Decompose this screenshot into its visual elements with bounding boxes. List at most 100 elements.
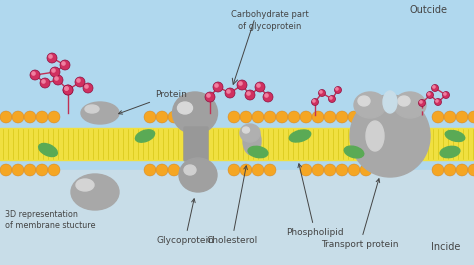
Circle shape (12, 164, 24, 176)
Circle shape (62, 62, 65, 65)
Circle shape (48, 164, 60, 176)
Text: Outcide: Outcide (410, 5, 448, 15)
Bar (0, 170, 474, 265)
Ellipse shape (76, 179, 94, 191)
Circle shape (12, 111, 24, 123)
Circle shape (227, 90, 230, 93)
Circle shape (288, 111, 300, 123)
Text: Glycoprotein: Glycoprotein (156, 199, 214, 245)
Circle shape (252, 164, 264, 176)
Circle shape (435, 99, 441, 105)
Circle shape (215, 84, 218, 87)
Circle shape (225, 88, 235, 98)
Circle shape (432, 164, 444, 176)
Circle shape (24, 164, 36, 176)
Circle shape (207, 94, 210, 97)
Circle shape (330, 97, 332, 99)
Circle shape (156, 164, 168, 176)
Circle shape (444, 93, 446, 95)
Text: Transport protein: Transport protein (321, 179, 399, 249)
Ellipse shape (39, 143, 57, 157)
Circle shape (420, 101, 422, 103)
Circle shape (419, 99, 426, 107)
Circle shape (328, 95, 336, 103)
Circle shape (468, 164, 474, 176)
Ellipse shape (354, 92, 386, 118)
Text: Carbohydrate part
of glycoprotein: Carbohydrate part of glycoprotein (231, 10, 309, 31)
Circle shape (240, 111, 252, 123)
Ellipse shape (177, 102, 192, 114)
Circle shape (311, 99, 319, 105)
Circle shape (427, 91, 434, 99)
Circle shape (443, 91, 449, 99)
Circle shape (228, 111, 240, 123)
Circle shape (255, 82, 265, 92)
Circle shape (77, 79, 80, 82)
Circle shape (468, 111, 474, 123)
Circle shape (60, 60, 70, 70)
Circle shape (83, 83, 93, 93)
Ellipse shape (350, 95, 430, 177)
Circle shape (348, 164, 360, 176)
Circle shape (36, 111, 48, 123)
Circle shape (360, 164, 372, 176)
Text: Protein: Protein (118, 90, 187, 114)
Circle shape (324, 164, 336, 176)
Ellipse shape (248, 146, 268, 158)
Circle shape (433, 86, 435, 88)
Circle shape (205, 92, 215, 102)
Circle shape (265, 94, 268, 97)
Ellipse shape (179, 158, 217, 192)
Circle shape (75, 77, 85, 87)
Circle shape (144, 164, 156, 176)
Circle shape (239, 82, 242, 85)
Ellipse shape (289, 130, 311, 142)
Circle shape (319, 90, 326, 96)
Circle shape (52, 69, 55, 72)
Circle shape (48, 111, 60, 123)
Ellipse shape (394, 92, 426, 118)
Circle shape (47, 53, 57, 63)
Circle shape (245, 90, 255, 100)
Circle shape (324, 111, 336, 123)
Ellipse shape (173, 92, 218, 134)
Ellipse shape (243, 127, 261, 155)
Ellipse shape (136, 130, 155, 142)
Circle shape (348, 111, 360, 123)
Circle shape (263, 92, 273, 102)
Ellipse shape (445, 131, 465, 142)
Circle shape (50, 67, 60, 77)
Circle shape (432, 111, 444, 123)
Circle shape (320, 91, 322, 93)
Circle shape (456, 164, 468, 176)
Circle shape (40, 78, 50, 88)
Circle shape (42, 80, 45, 83)
Ellipse shape (240, 124, 260, 142)
Circle shape (65, 87, 68, 90)
Circle shape (264, 111, 276, 123)
FancyBboxPatch shape (184, 127, 208, 161)
Ellipse shape (344, 146, 364, 158)
Circle shape (213, 82, 223, 92)
Ellipse shape (383, 91, 397, 113)
Circle shape (237, 80, 247, 90)
Circle shape (63, 85, 73, 95)
Ellipse shape (85, 105, 99, 113)
Circle shape (276, 111, 288, 123)
Circle shape (257, 84, 260, 87)
Circle shape (436, 100, 438, 102)
Text: 3D representation
of membrane stucture: 3D representation of membrane stucture (5, 210, 95, 230)
Circle shape (247, 92, 250, 95)
Circle shape (0, 164, 12, 176)
Bar (0, 0, 474, 170)
Bar (0, 128, 474, 160)
Circle shape (168, 164, 180, 176)
Circle shape (444, 164, 456, 176)
Circle shape (144, 111, 156, 123)
Circle shape (312, 164, 324, 176)
Circle shape (300, 164, 312, 176)
Ellipse shape (358, 96, 370, 106)
Ellipse shape (366, 121, 384, 151)
Circle shape (240, 164, 252, 176)
Circle shape (312, 111, 324, 123)
